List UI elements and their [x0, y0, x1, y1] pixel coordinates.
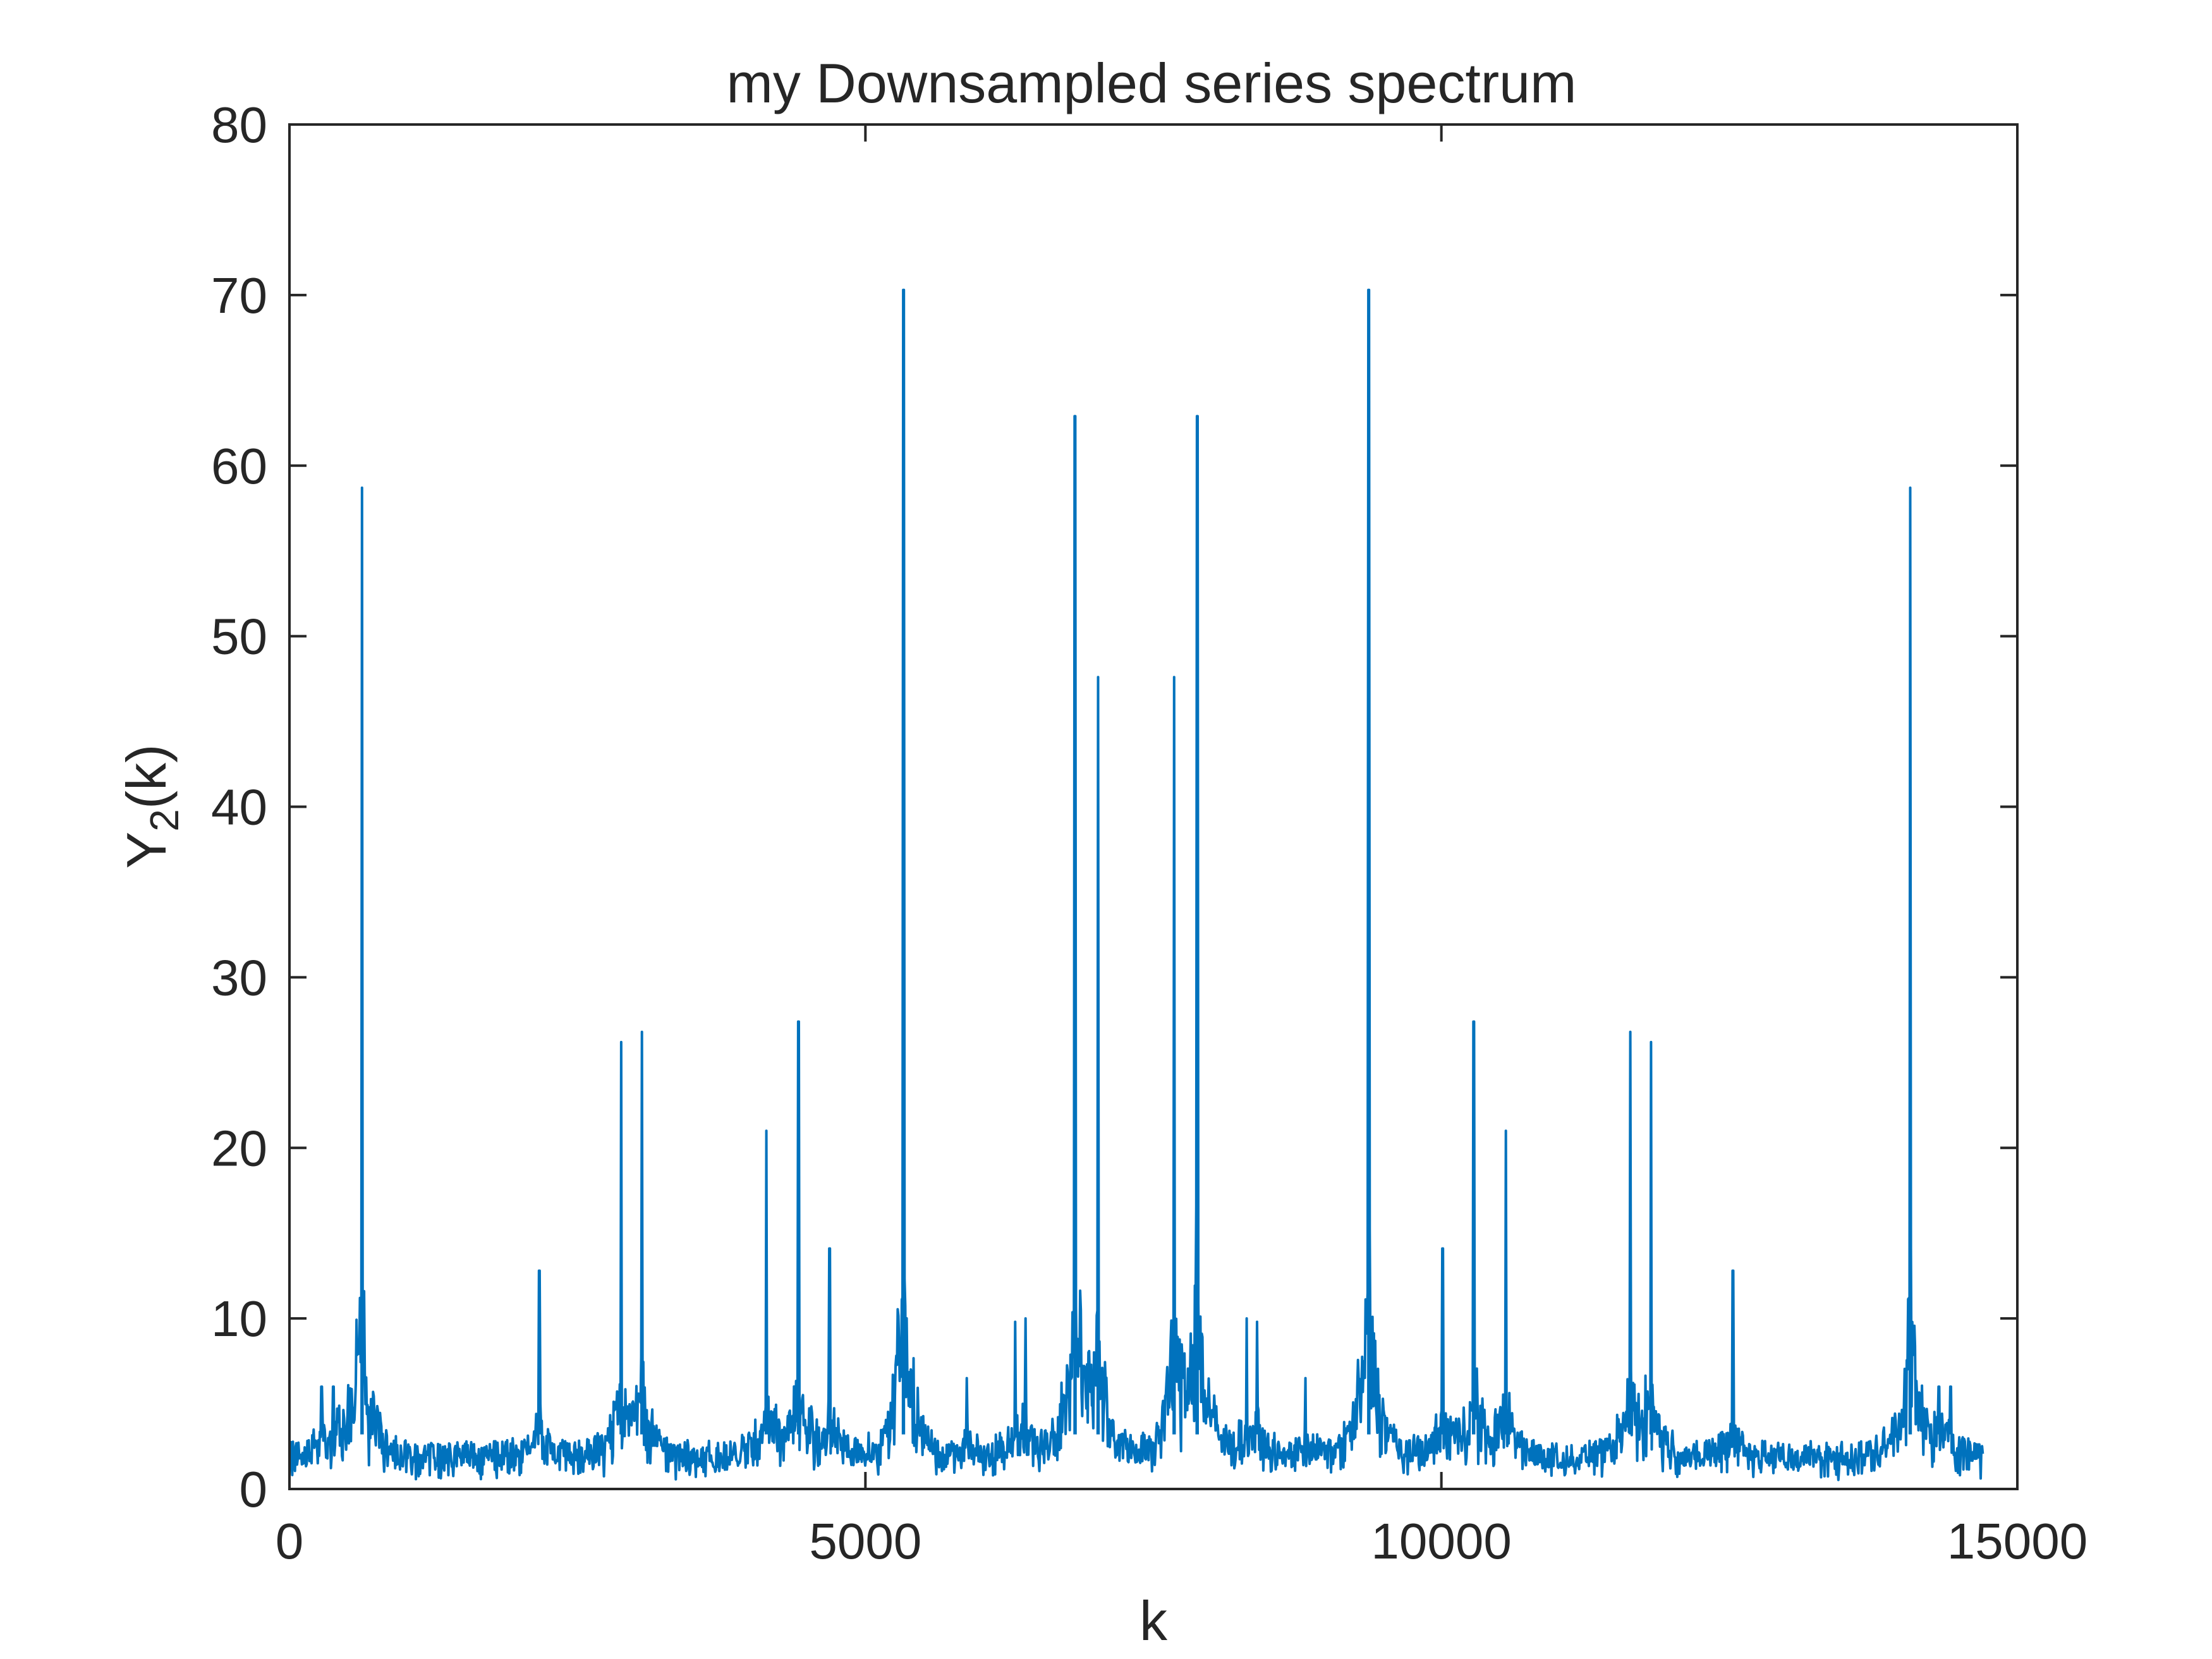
plot-area	[288, 288, 1984, 1481]
spectrum-series-line	[288, 288, 1984, 1481]
y-axis-label-tail: (k)	[115, 744, 178, 810]
y-tick-label: 10	[211, 1291, 267, 1347]
y-tick-label: 50	[211, 609, 267, 665]
x-tick-label: 5000	[809, 1513, 921, 1569]
y-tick-label: 60	[211, 438, 267, 494]
y-tick-label: 20	[211, 1120, 267, 1176]
x-axis-ticks: 0 5000 10000 15000	[276, 125, 2087, 1569]
y-axis-label-main: Y	[115, 832, 178, 869]
y-tick-label: 30	[211, 949, 267, 1006]
x-tick-label: 15000	[1947, 1513, 2087, 1569]
y-axis-label: Y2(k)	[115, 744, 187, 869]
chart-title: my Downsampled series spectrum	[727, 52, 1577, 114]
y-tick-label: 70	[211, 267, 267, 324]
y-tick-label: 0	[240, 1461, 268, 1517]
x-tick-label: 10000	[1371, 1513, 1511, 1569]
x-tick-label: 0	[276, 1513, 304, 1569]
y-tick-label: 80	[211, 97, 267, 153]
x-axis-label: k	[1139, 1589, 1168, 1652]
y-axis-ticks: 0 10 20 30 40 50 60 70 80	[211, 97, 2017, 1517]
y-axis-label-subscript: 2	[142, 809, 187, 832]
y-tick-label: 40	[211, 779, 267, 836]
